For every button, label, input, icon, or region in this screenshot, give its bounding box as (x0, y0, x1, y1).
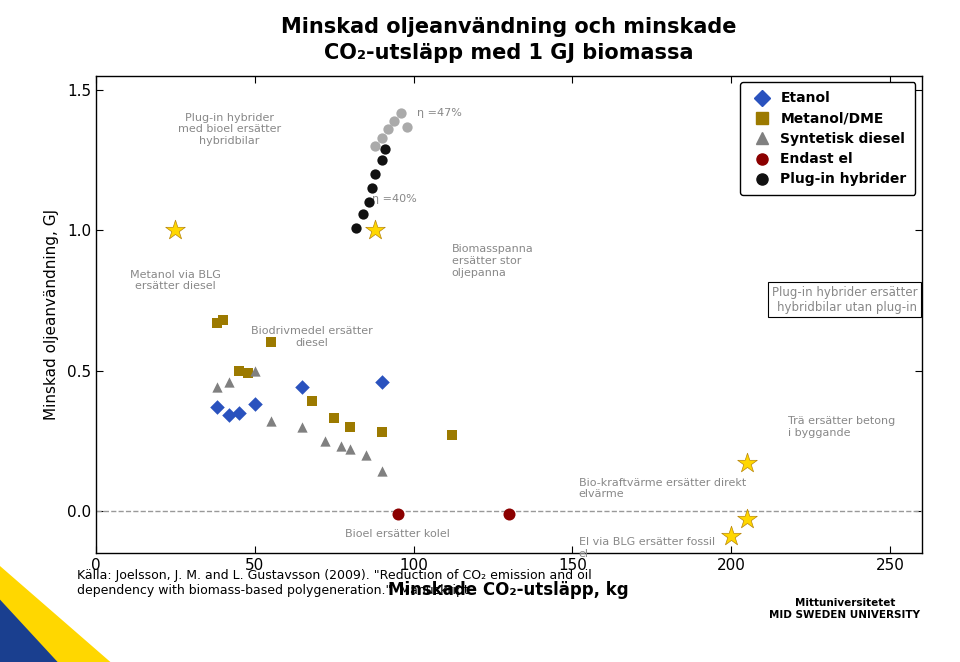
Point (209, 402, 225, 412)
Point (295, 382, 310, 393)
Point (374, 132, 390, 143)
Point (355, 209, 371, 219)
Y-axis label: Minskad oljeanvändning, GJ: Minskad oljeanvändning, GJ (44, 209, 59, 420)
Point (215, 314, 230, 325)
Text: Biodrivmedel ersätter
diesel: Biodrivmedel ersätter diesel (252, 326, 372, 348)
Point (231, 365, 247, 376)
Point (247, 365, 262, 376)
Point (377, 144, 393, 154)
Text: Metanol via BLG
ersätter diesel: Metanol via BLG ersätter diesel (130, 269, 221, 291)
Text: Bioel ersätter kolel: Bioel ersätter kolel (346, 529, 450, 539)
Text: Mittuniversitetet
MID SWEDEN UNIVERSITY: Mittuniversitetet MID SWEDEN UNIVERSITY (769, 598, 921, 620)
Point (374, 377, 390, 387)
Point (374, 155, 390, 166)
Text: El via BLG ersätter fossil
el: El via BLG ersätter fossil el (579, 538, 715, 559)
Text: Plug-in hybrider ersätter
hybridbilar utan plug-in: Plug-in hybrider ersätter hybridbilar ut… (772, 286, 918, 314)
Text: Biomasspanna
ersätter stor
oljepanna: Biomasspanna ersätter stor oljepanna (451, 244, 534, 277)
Point (241, 368, 256, 379)
X-axis label: Minskade CO₂-utsläpp, kg: Minskade CO₂-utsläpp, kg (389, 581, 629, 599)
Point (304, 396, 320, 406)
Point (390, 508, 405, 519)
Text: Källa: Joelsson, J. M. and L. Gustavsson (2009). "Reduction of CO₂ emission and : Källa: Joelsson, J. M. and L. Gustavsson… (77, 569, 591, 597)
Legend: Etanol, Metanol/DME, Syntetisk diesel, Endast el, Plug-in hybrider: Etanol, Metanol/DME, Syntetisk diesel, E… (740, 82, 915, 195)
Point (209, 318, 225, 328)
Point (326, 413, 342, 424)
Text: η =47%: η =47% (417, 108, 462, 118)
Point (263, 416, 278, 426)
Point (368, 225, 383, 236)
Point (168, 225, 183, 236)
Text: Trä ersätter betong
i byggande: Trä ersätter betong i byggande (788, 416, 896, 438)
Point (263, 337, 278, 348)
Point (444, 430, 459, 440)
Text: Minskad oljeanvändning och minskade: Minskad oljeanvändning och minskade (281, 17, 736, 36)
Point (739, 457, 755, 468)
Point (374, 466, 390, 477)
Point (222, 410, 237, 420)
Point (394, 107, 409, 118)
Point (343, 444, 358, 454)
Text: Bio-kraftvärme ersätter direkt
elvärme: Bio-kraftvärme ersätter direkt elvärme (579, 478, 746, 500)
Point (333, 441, 348, 451)
Text: η =40%: η =40% (372, 195, 417, 205)
Point (348, 222, 364, 233)
Point (368, 169, 383, 179)
Point (231, 407, 247, 418)
Point (209, 382, 225, 393)
Point (361, 197, 376, 208)
Point (387, 116, 402, 126)
Point (368, 141, 383, 152)
Point (343, 421, 358, 432)
Point (222, 377, 237, 387)
Point (295, 421, 310, 432)
Point (380, 124, 396, 134)
Point (247, 399, 262, 410)
Text: CO₂-utsläpp med 1 GJ biomassa: CO₂-utsläpp med 1 GJ biomassa (324, 43, 693, 63)
Text: Plug-in hybrider
med bioel ersätter
hybridbilar: Plug-in hybrider med bioel ersätter hybr… (178, 113, 281, 146)
Point (739, 514, 755, 524)
Point (317, 436, 332, 446)
Point (365, 183, 380, 193)
Point (399, 121, 415, 132)
Point (724, 531, 739, 542)
Point (501, 508, 516, 519)
Point (358, 449, 373, 460)
Point (374, 427, 390, 438)
